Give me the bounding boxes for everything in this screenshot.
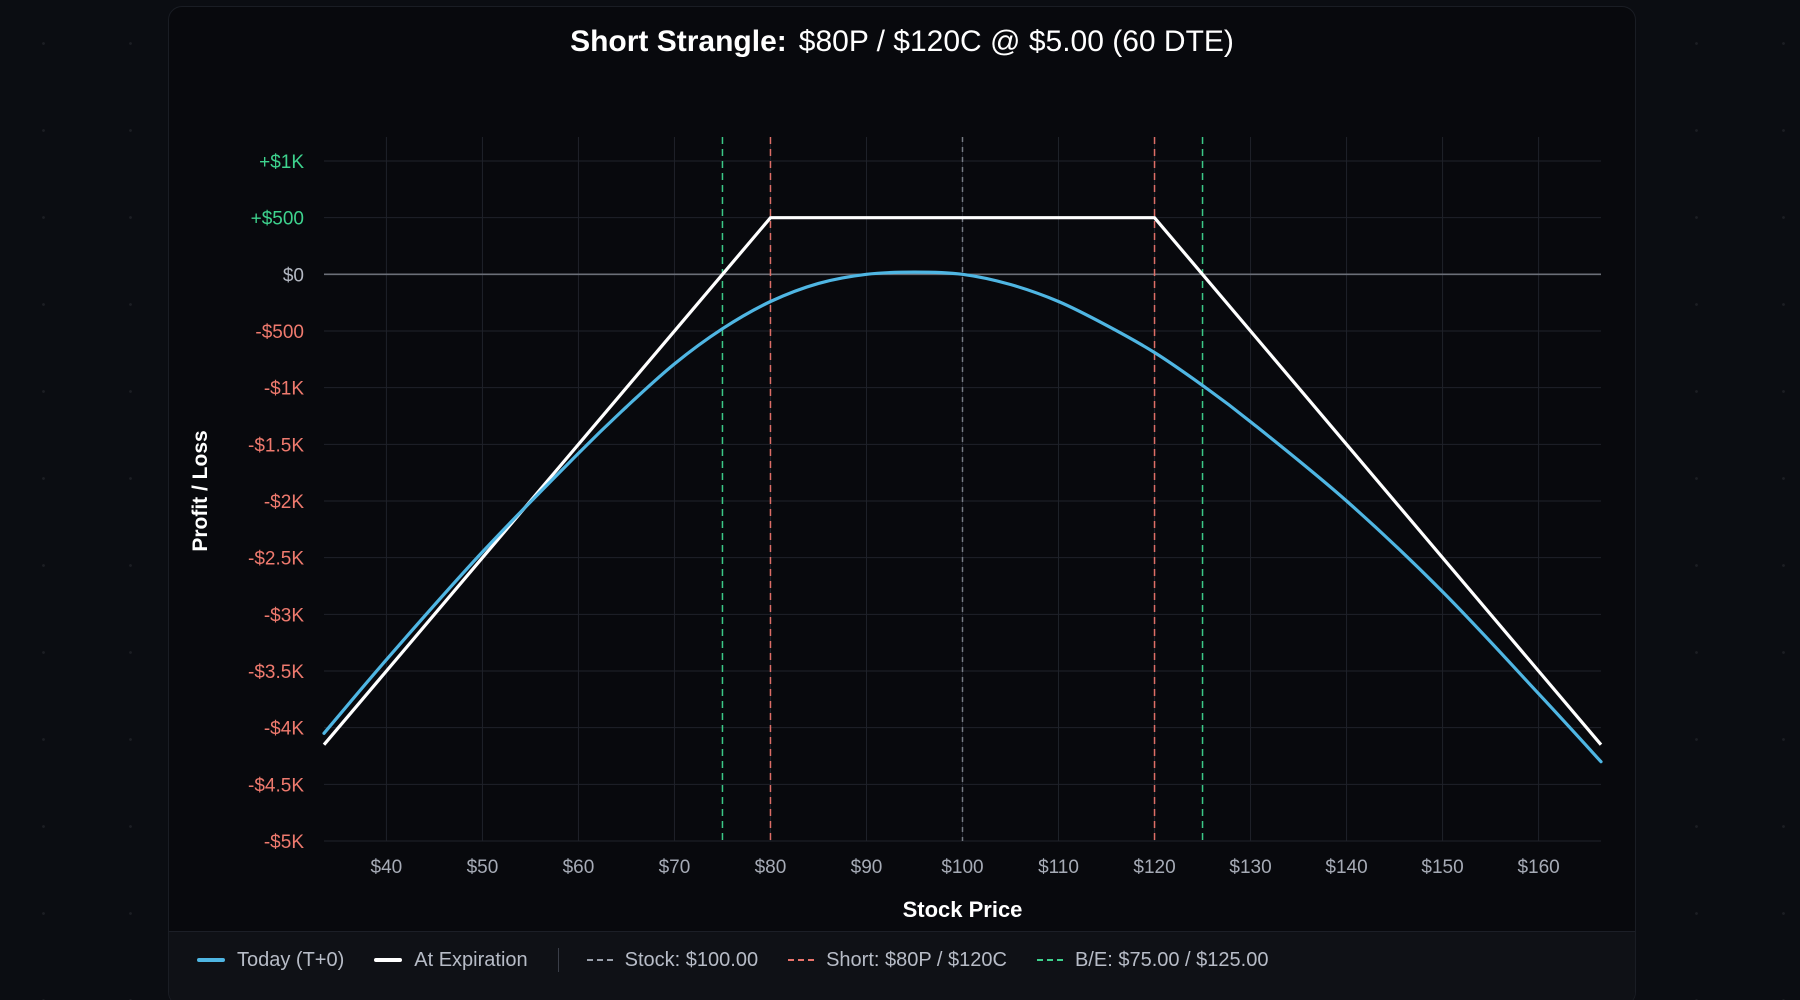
x-tick-label: $160 bbox=[1517, 857, 1559, 878]
x-tick-label: $50 bbox=[467, 857, 499, 878]
legend-label-short: Short: $80P / $120C bbox=[826, 948, 1007, 971]
x-tick-label: $70 bbox=[659, 857, 691, 878]
legend-item-breakeven[interactable]: B/E: $75.00 / $125.00 bbox=[1036, 948, 1269, 972]
x-tick-label: $60 bbox=[563, 857, 595, 878]
x-tick-label: $140 bbox=[1325, 857, 1367, 878]
legend-swatch-expiration bbox=[374, 958, 403, 962]
y-tick-label: -$4.5K bbox=[248, 775, 304, 796]
y-tick-label: -$1K bbox=[264, 379, 304, 400]
x-tick-label: $100 bbox=[941, 857, 983, 878]
x-tick-label: $90 bbox=[851, 857, 883, 878]
y-tick-label: -$500 bbox=[255, 322, 304, 343]
y-tick-label: -$4K bbox=[264, 719, 304, 740]
series-line-at-expiration bbox=[322, 216, 1603, 746]
y-tick-label: +$500 bbox=[251, 209, 304, 230]
payoff-chart: +$1K +$500 $0 -$500 -$1K -$1.5K -$2K -$2.5K -$3K… bbox=[189, 137, 1603, 922]
y-tick-label: -$3.5K bbox=[248, 662, 304, 683]
legend-swatch-breakeven bbox=[1036, 959, 1063, 961]
y-tick-label: -$2K bbox=[264, 492, 304, 513]
x-tick-label: $150 bbox=[1421, 857, 1463, 878]
y-tick-label: -$3K bbox=[264, 605, 304, 626]
strategy-details: $80P / $120C @ $5.00 (60 DTE) bbox=[798, 25, 1234, 58]
y-tick-label: +$1K bbox=[259, 152, 304, 173]
chart-panel: Short Strangle: $80P / $120C @ $5.00 (60 … bbox=[168, 6, 1636, 1000]
legend-bar: Today (T+0) At Expiration Stock: $100.00… bbox=[169, 931, 1635, 1000]
x-axis-label: Stock Price bbox=[903, 897, 1023, 922]
x-tick-label: $120 bbox=[1133, 857, 1175, 878]
series-line-today bbox=[322, 270, 1603, 764]
legend-swatch-today bbox=[197, 958, 225, 962]
x-tick-label: $40 bbox=[371, 857, 403, 878]
legend-label-breakeven: B/E: $75.00 / $125.00 bbox=[1074, 948, 1269, 971]
x-tick-label: $110 bbox=[1038, 857, 1079, 878]
y-tick-label: $0 bbox=[283, 265, 304, 286]
legend-label-expiration: At Expiration bbox=[414, 948, 528, 971]
legend-swatch-short bbox=[788, 959, 815, 961]
legend-swatch-stock bbox=[586, 959, 613, 961]
legend-divider bbox=[557, 948, 559, 972]
legend-item-today[interactable]: Today (T+0) bbox=[197, 949, 344, 972]
legend-label-today: Today (T+0) bbox=[237, 948, 345, 971]
x-tick-label: $130 bbox=[1229, 857, 1271, 878]
legend-label-stock: Stock: $100.00 bbox=[624, 948, 759, 971]
legend-item-stock[interactable]: Stock: $100.00 bbox=[586, 948, 759, 972]
y-tick-label: -$5K bbox=[264, 832, 304, 853]
y-axis-label: Profit / Loss bbox=[189, 430, 212, 551]
strategy-name: Short Strangle: bbox=[570, 25, 787, 58]
legend-item-expiration[interactable]: At Expiration bbox=[374, 948, 528, 972]
legend-item-short[interactable]: Short: $80P / $120C bbox=[788, 949, 1007, 972]
y-tick-label: -$2.5K bbox=[248, 549, 304, 570]
chart-legend: Today (T+0) At Expiration Stock: $100.00… bbox=[197, 948, 1298, 972]
x-tick-label: $80 bbox=[755, 857, 787, 878]
y-tick-label: -$1.5K bbox=[248, 435, 304, 456]
chart-title: Short Strangle: $80P / $120C @ $5.00 (60 … bbox=[169, 25, 1635, 59]
